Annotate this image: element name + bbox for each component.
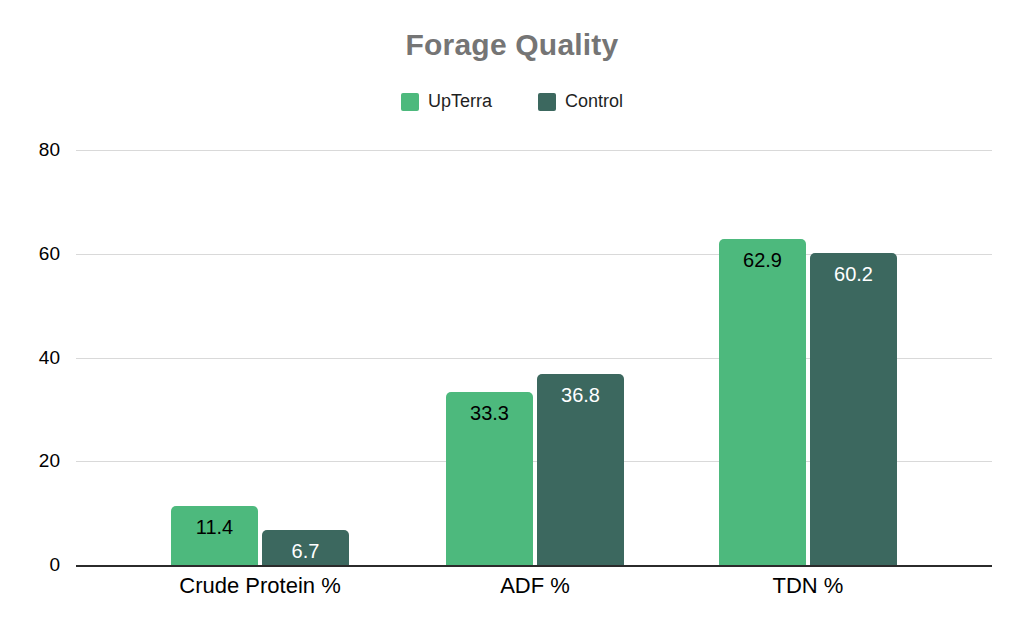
bar-value-label: 6.7 bbox=[292, 530, 320, 562]
forage-quality-bar-chart: Forage Quality UpTerra Control 80 60 40 … bbox=[0, 0, 1024, 633]
bar-upterra-tdn: 62.9 bbox=[719, 239, 806, 565]
x-category-crude-protein: Crude Protein % bbox=[171, 573, 349, 599]
x-category-tdn: TDN % bbox=[719, 573, 897, 599]
bar-control-tdn: 60.2 bbox=[810, 253, 897, 565]
legend-swatch-upterra bbox=[401, 93, 419, 111]
bar-value-label: 11.4 bbox=[196, 506, 233, 538]
x-category-adf: ADF % bbox=[446, 573, 624, 599]
y-tick-60: 60 bbox=[15, 243, 60, 265]
legend-item-upterra: UpTerra bbox=[401, 91, 492, 112]
legend-swatch-control bbox=[538, 93, 556, 111]
legend-label-upterra: UpTerra bbox=[428, 91, 492, 112]
chart-title: Forage Quality bbox=[0, 28, 1024, 62]
gridline-80 bbox=[76, 150, 992, 151]
bar-value-label: 33.3 bbox=[470, 392, 509, 424]
bar-value-label: 60.2 bbox=[834, 253, 873, 285]
bar-upterra-crude-protein: 11.4 bbox=[171, 506, 258, 565]
y-tick-0: 0 bbox=[15, 554, 60, 576]
bar-value-label: 36.8 bbox=[561, 374, 600, 406]
x-axis-line bbox=[76, 565, 992, 567]
legend-item-control: Control bbox=[538, 91, 623, 112]
plot-area: 11.4 6.7 Crude Protein % 33.3 36.8 ADF %… bbox=[76, 150, 992, 565]
bar-group-adf: 33.3 36.8 ADF % bbox=[446, 374, 624, 565]
bar-group-crude-protein: 11.4 6.7 Crude Protein % bbox=[171, 506, 349, 565]
bar-control-adf: 36.8 bbox=[537, 374, 624, 565]
bar-value-label: 62.9 bbox=[743, 239, 782, 271]
y-tick-40: 40 bbox=[15, 347, 60, 369]
y-tick-80: 80 bbox=[15, 139, 60, 161]
y-tick-20: 20 bbox=[15, 450, 60, 472]
bar-upterra-adf: 33.3 bbox=[446, 392, 533, 565]
bar-group-tdn: 62.9 60.2 TDN % bbox=[719, 239, 897, 565]
bar-control-crude-protein: 6.7 bbox=[262, 530, 349, 565]
legend: UpTerra Control bbox=[0, 91, 1024, 112]
legend-label-control: Control bbox=[565, 91, 623, 112]
